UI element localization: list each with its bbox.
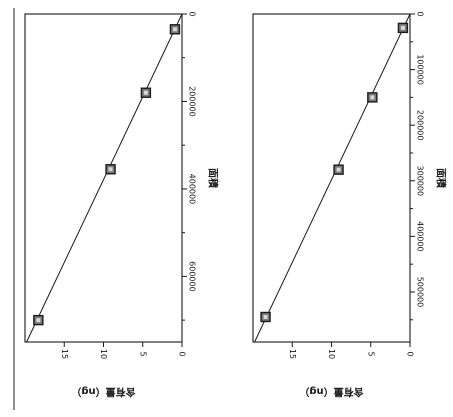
data-point-highlight	[400, 25, 405, 30]
x-tick-label: 200000	[188, 86, 197, 117]
y-axis-title: 含有量（ng）	[299, 386, 363, 399]
y-tick-label: 5	[366, 351, 375, 356]
x-tick-label: 500000	[416, 277, 425, 308]
data-point-highlight	[108, 167, 113, 172]
data-point-highlight	[36, 318, 41, 323]
x-tick-label: 400000	[188, 174, 197, 205]
y-tick-label: 10	[327, 349, 336, 359]
chart-panel-2: 0 100000 200000 300000 400000 500000 0 5 10 15 面積含…	[252, 11, 448, 399]
y-tick-label: 5	[138, 351, 147, 356]
x-tick-label: 200000	[416, 110, 425, 141]
y-tick-label: 10	[99, 349, 108, 359]
y-axis-title: 含有量（ng）	[71, 386, 135, 399]
y-tick-label: 0	[406, 351, 415, 356]
x-tick-label: 100000	[416, 54, 425, 85]
x-tick-label: 300000	[416, 166, 425, 197]
x-tick-label: 0	[416, 11, 425, 16]
data-point-highlight	[336, 167, 341, 172]
y-tick-label: 15	[60, 349, 69, 359]
regression-line	[254, 13, 411, 343]
x-axis-title: 面積	[207, 168, 220, 189]
x-axis-title: 面積	[435, 168, 448, 189]
data-point-highlight	[172, 27, 177, 32]
y-tick-label: 0	[178, 351, 187, 356]
x-tick-label: 400000	[416, 221, 425, 252]
data-point-highlight	[143, 90, 148, 95]
data-point-highlight	[263, 314, 268, 319]
x-tick-label: 600000	[188, 261, 197, 292]
data-point-highlight	[370, 95, 375, 100]
regression-line	[26, 13, 183, 343]
x-tick-label: 0	[188, 11, 197, 16]
y-tick-label: 15	[288, 349, 297, 359]
